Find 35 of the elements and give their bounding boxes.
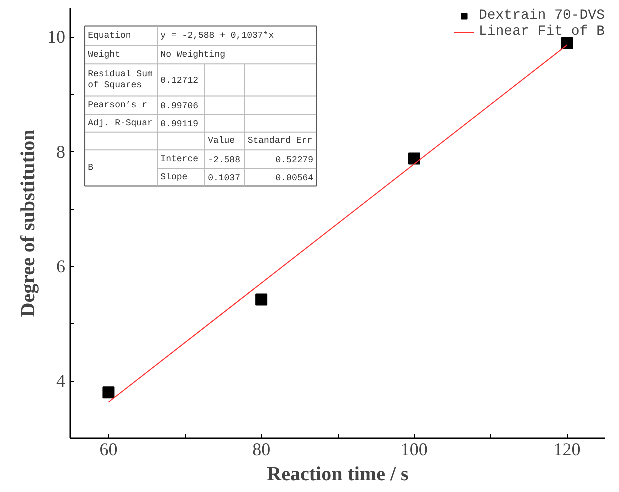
annotation: 0.1037 bbox=[208, 173, 240, 184]
annotation: 0.12712 bbox=[160, 76, 198, 86]
y-axis-title: Degree of substitution bbox=[18, 130, 40, 318]
point bbox=[102, 386, 115, 399]
annotation: Pearson’s r bbox=[88, 100, 148, 110]
annotation: Equation bbox=[88, 31, 132, 42]
x-axis-title: Reaction time / s bbox=[267, 464, 410, 486]
annotation: y = -2,588 + 0,1037*x bbox=[160, 31, 274, 42]
x-tick-label: 60 bbox=[100, 440, 118, 460]
point bbox=[561, 37, 574, 50]
annotation: 0.52279 bbox=[276, 155, 314, 166]
annotation: 0.99706 bbox=[160, 101, 198, 112]
x-tick-label: 80 bbox=[252, 440, 271, 460]
annotation: 0.00564 bbox=[276, 173, 314, 184]
annotation: Weight bbox=[88, 50, 120, 60]
annotation: No Weighting bbox=[160, 50, 226, 60]
annotation: -2.588 bbox=[208, 155, 240, 166]
legend-label: Linear Fit of B bbox=[478, 24, 605, 40]
annotation: Interce bbox=[160, 154, 198, 164]
x-tick-label: 100 bbox=[400, 440, 428, 460]
legend-label: Dextrain 70-DVS bbox=[478, 8, 605, 24]
annotation: Value bbox=[208, 136, 236, 146]
annotation: Residual Sum of Squares bbox=[88, 70, 153, 91]
annotation: Adj. R-Squar bbox=[88, 118, 153, 128]
point bbox=[256, 294, 268, 306]
y-tick-label: 10 bbox=[48, 27, 66, 48]
point bbox=[408, 152, 420, 165]
annotation: Standard Err bbox=[248, 136, 313, 146]
annotation: Slope bbox=[160, 172, 188, 182]
y-tick-label: 8 bbox=[56, 142, 66, 162]
y-tick-label: 6 bbox=[56, 256, 66, 276]
y-tick-label: 4 bbox=[56, 371, 66, 392]
annotation: 0.99119 bbox=[160, 119, 198, 130]
x-tick-label: 120 bbox=[554, 440, 581, 460]
annotation: B bbox=[88, 163, 94, 174]
